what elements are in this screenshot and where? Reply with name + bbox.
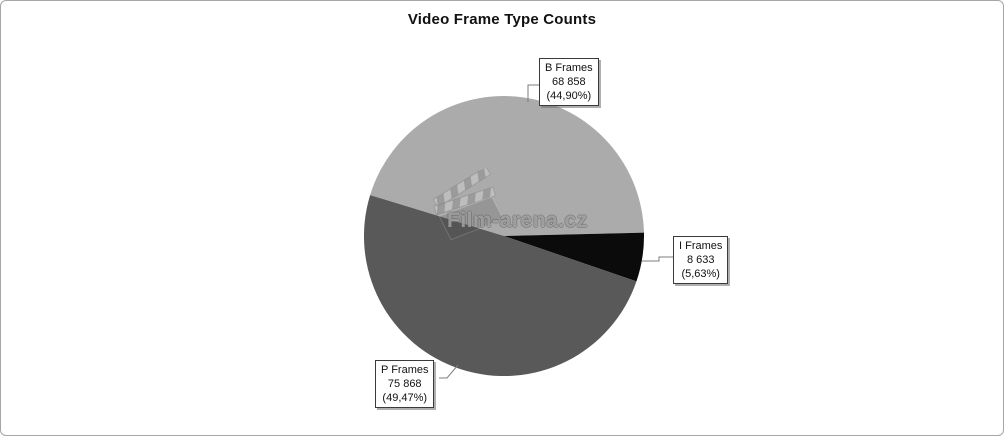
slice-count: 75 868 <box>387 378 422 390</box>
pie-slice-b-frames <box>370 96 644 236</box>
slice-name: B Frames <box>545 62 593 74</box>
pie-slices <box>364 96 644 376</box>
label-box-b-frames: B Frames 68 858 (44,90%) <box>539 58 599 106</box>
slice-count: 8 633 <box>686 254 715 266</box>
slice-percent: (49,47%) <box>382 392 428 404</box>
pie-slice-p-frames <box>364 195 637 376</box>
label-box-i-frames: I Frames 8 633 (5,63%) <box>673 236 729 284</box>
pie-chart <box>364 96 644 376</box>
slice-name: I Frames <box>679 240 723 252</box>
slice-percent: (44,90%) <box>546 90 592 102</box>
slice-count: 68 858 <box>552 76 586 88</box>
slice-percent: (5,63%) <box>681 268 720 280</box>
label-box-p-frames: P Frames 75 868 (49,47%) <box>375 360 435 408</box>
slice-name: P Frames <box>381 364 429 376</box>
pie-slice-i-frames <box>504 232 644 282</box>
chart-title: Video Frame Type Counts <box>407 11 597 28</box>
callout-line-i-frames <box>642 256 673 262</box>
